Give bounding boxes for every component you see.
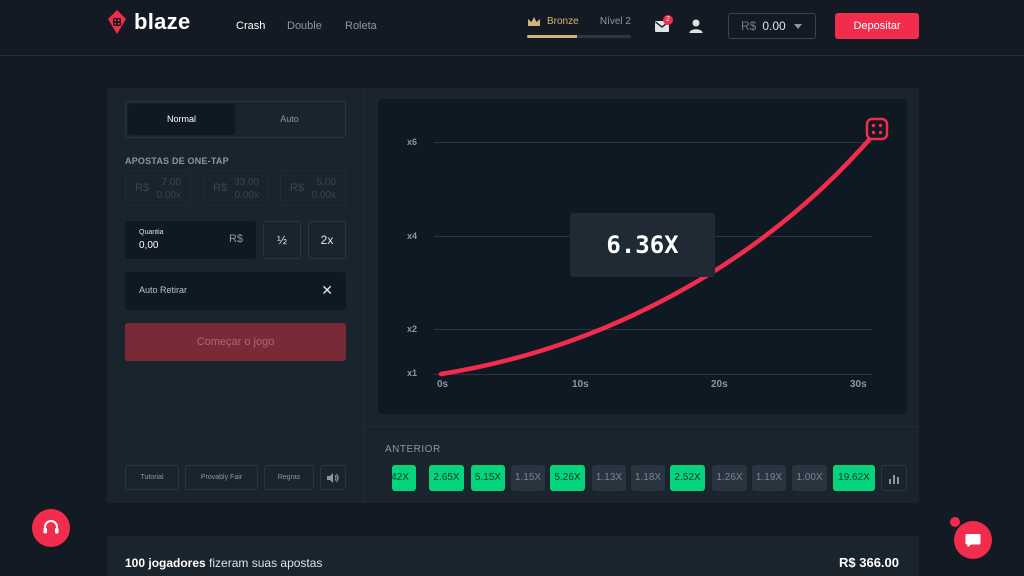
one-tap-multiplier: 0.00x [311, 190, 336, 201]
grid-line [434, 374, 872, 375]
one-tap-multiplier: 0.00x [234, 190, 259, 201]
chat-bubble-icon [965, 534, 981, 548]
balance-amount: 0.00 [762, 19, 786, 33]
nav-crash[interactable]: Crash [236, 20, 266, 32]
history-chip[interactable]: 1.18X [631, 465, 665, 491]
rules-button[interactable]: Regras [264, 465, 314, 490]
one-tap-bet[interactable]: R$ 33.00 0.00x [203, 170, 269, 206]
history-chart-button[interactable] [881, 465, 907, 491]
rank-progress-track [527, 35, 631, 38]
history-chip[interactable]: 1.13X [592, 465, 626, 491]
players-suffix: fizeram suas apostas [209, 556, 323, 570]
chevron-down-icon [794, 24, 802, 29]
bet-amount-currency: R$ [228, 233, 243, 245]
y-tick-label: x6 [407, 137, 418, 147]
tab-normal[interactable]: Normal [128, 104, 235, 135]
one-tap-bet[interactable]: R$ 5.00 0.00x [280, 170, 346, 206]
multiplier-curve [438, 130, 878, 377]
x-tick-label: 20s [711, 379, 728, 390]
grid-line [434, 142, 872, 143]
x-tick-label: 10s [572, 379, 589, 390]
blaze-rocket-icon [865, 117, 889, 141]
speaker-icon [327, 473, 339, 483]
bet-amount-value: 0,00 [139, 240, 159, 251]
previous-results: ANTERIOR 42X 2.65X 5.15X 1.15X 5.26X 1.1… [366, 426, 919, 503]
close-icon[interactable]: ✕ [321, 282, 333, 298]
crash-graph: x6 x4 x2 x1 0s 10s 20s 30s 6.36X [378, 99, 907, 414]
crown-icon [528, 17, 540, 26]
user-icon[interactable] [688, 18, 704, 34]
players-summary-text: 100 jogadores fizeram suas apostas [125, 556, 322, 570]
notification-badge: 2 [663, 15, 673, 25]
rank-name: Bronze [547, 16, 579, 27]
brand-logo[interactable]: blaze [106, 9, 191, 35]
balance-currency: R$ [741, 19, 757, 33]
one-tap-amount: 33.00 [233, 177, 259, 188]
chat-button[interactable] [954, 521, 992, 559]
provably-fair-button[interactable]: Provably Fair [185, 465, 258, 490]
history-chip[interactable]: 5.26X [550, 465, 585, 491]
one-tap-currency: R$ [135, 182, 150, 194]
chat-notification-dot [950, 517, 960, 527]
tab-auto[interactable]: Auto [280, 114, 299, 124]
one-tap-multiplier: 0.00x [156, 190, 181, 201]
y-tick-label: x1 [407, 368, 418, 378]
history-chip[interactable]: 2.52X [670, 465, 705, 491]
top-navigation-bar: blaze Crash Double Roleta Bronze Nível 2… [0, 0, 1024, 56]
rank-progress[interactable]: Bronze Nível 2 [527, 16, 631, 40]
one-tap-currency: R$ [290, 182, 305, 194]
nav-roleta[interactable]: Roleta [345, 20, 377, 32]
bet-controls: Normal Auto APOSTAS DE ONE-TAP R$ 7.00 0… [107, 88, 365, 503]
history-chip[interactable]: 42X [392, 465, 416, 491]
previous-results-title: ANTERIOR [385, 444, 441, 455]
grid-line [434, 329, 872, 330]
auto-retire-field[interactable]: Auto Retirar ✕ [125, 272, 346, 310]
nav-double[interactable]: Double [287, 20, 322, 32]
history-chip[interactable]: 1.26X [712, 465, 747, 491]
wallet-balance[interactable]: R$ 0.00 [728, 13, 816, 39]
one-tap-amount: 5.00 [316, 177, 336, 188]
y-tick-label: x2 [407, 324, 418, 334]
x-tick-label: 30s [850, 379, 867, 390]
bet-mode-tabs: Normal Auto [125, 101, 346, 138]
support-button[interactable] [32, 509, 70, 547]
deposit-button[interactable]: Depositar [835, 13, 919, 39]
history-chip[interactable]: 2.65X [429, 465, 464, 491]
double-bet-button[interactable]: 2x [308, 221, 346, 259]
bet-amount-label: Quantia [139, 229, 164, 236]
history-chip[interactable]: 19.62X [833, 465, 875, 491]
players-total: R$ 366.00 [839, 555, 899, 570]
brand-name: blaze [134, 9, 191, 34]
one-tap-amount: 7.00 [161, 177, 181, 188]
players-count: 100 jogadores [125, 556, 206, 570]
sound-toggle[interactable] [320, 465, 346, 490]
tutorial-button[interactable]: Tutorial [125, 465, 179, 490]
players-summary: 100 jogadores fizeram suas apostas R$ 36… [107, 536, 919, 576]
blaze-logo-icon [108, 10, 126, 34]
history-chip[interactable]: 1.15X [511, 465, 545, 491]
bar-chart-icon [889, 475, 899, 484]
history-chip[interactable]: 1.00X [792, 465, 827, 491]
rank-level: Nível 2 [599, 16, 631, 27]
one-tap-currency: R$ [213, 182, 228, 194]
one-tap-bet[interactable]: R$ 7.00 0.00x [125, 170, 191, 206]
y-tick-label: x4 [407, 231, 418, 241]
history-chip[interactable]: 1.19X [752, 465, 786, 491]
auto-retire-label: Auto Retirar [139, 285, 188, 295]
bet-amount-input[interactable]: Quantia 0,00 R$ [125, 221, 256, 259]
current-multiplier: 6.36X [570, 213, 715, 277]
one-tap-title: APOSTAS DE ONE-TAP [125, 156, 229, 166]
history-chip[interactable]: 5.15X [471, 465, 505, 491]
rank-progress-fill [527, 35, 577, 38]
x-tick-label: 0s [437, 379, 449, 390]
crash-game-panel: Normal Auto APOSTAS DE ONE-TAP R$ 7.00 0… [107, 88, 919, 503]
headset-icon [43, 520, 59, 534]
half-bet-button[interactable]: ½ [263, 221, 301, 259]
start-game-button[interactable]: Começar o jogo [125, 323, 346, 361]
